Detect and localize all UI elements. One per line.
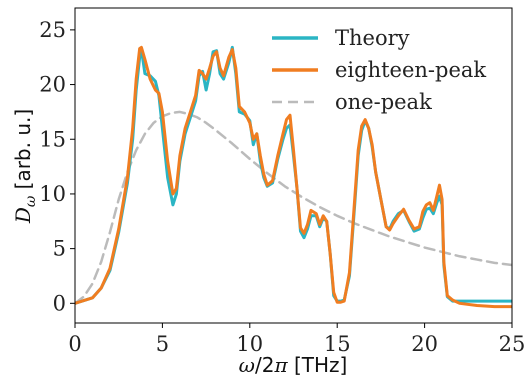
y-tick-label: 10 (39, 182, 66, 206)
series-layer (75, 45, 512, 309)
series-line-eighteen-peak (75, 45, 512, 309)
y-tick-label: 15 (39, 127, 66, 151)
y-tick-label: 5 (53, 237, 66, 261)
series-line-theory (75, 45, 512, 305)
x-tick-label: 10 (236, 332, 263, 356)
legend-label: Theory (335, 26, 410, 50)
x-tick-label: 15 (324, 332, 351, 356)
y-axis: 0 5 10 15 20 25 (39, 18, 75, 315)
legend: Theory eighteen-peak one-peak (272, 26, 486, 114)
series-line-one-peak (75, 110, 512, 305)
x-axis: 0 5 10 15 20 25 (68, 323, 525, 356)
y-tick-label: 20 (39, 73, 66, 97)
x-tick-label: 25 (499, 332, 526, 356)
y-tick-label: 25 (39, 18, 66, 42)
legend-label: eighteen-peak (335, 58, 486, 82)
y-tick-label: 0 (53, 291, 66, 315)
x-tick-label: 20 (411, 332, 438, 356)
x-tick-label: 0 (68, 332, 81, 356)
plot-frame (74, 7, 513, 324)
x-axis-label: ω/2π [THz] (239, 353, 348, 377)
x-tick-label: 5 (156, 332, 169, 356)
legend-label: one-peak (335, 90, 432, 114)
y-axis-label: Dω [arb. u.] (11, 109, 39, 224)
